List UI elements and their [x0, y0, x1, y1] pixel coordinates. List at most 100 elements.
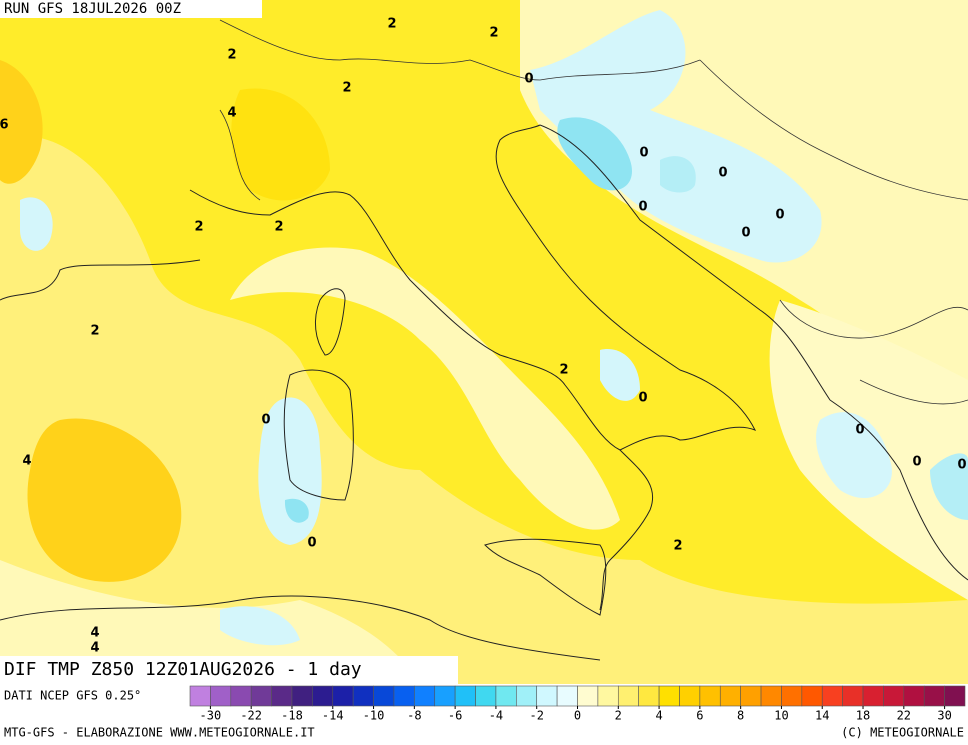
contour-label: 0 [957, 458, 966, 473]
colorbar-label: -18 [281, 709, 303, 723]
header-box [0, 0, 262, 18]
colorbar-swatch [903, 685, 925, 707]
colorbar-swatch [699, 685, 721, 707]
contour-label: 0 [741, 226, 750, 241]
colorbar-label: 6 [696, 709, 703, 723]
coastline [0, 124, 968, 581]
colorbar-swatch [740, 685, 762, 707]
contour-label: 4 [90, 626, 99, 641]
contour-label: 2 [342, 81, 351, 96]
colorbar-label: -22 [240, 709, 262, 723]
contour-label: 2 [194, 220, 203, 235]
colorbar-label: 14 [815, 709, 829, 723]
contour-label: 4 [90, 641, 99, 656]
colorbar-label: 8 [737, 709, 744, 723]
colorbar-swatch [332, 685, 354, 707]
contour-label: 0 [639, 146, 648, 161]
contour-label: 2 [90, 324, 99, 339]
colorbar-swatch [495, 685, 517, 707]
contour-label: 6 [0, 118, 9, 133]
coastline [189, 124, 757, 611]
title-box [0, 656, 458, 684]
colorbar-label: 2 [615, 709, 622, 723]
colorbar-swatch [210, 685, 232, 707]
colorbar-label: -6 [448, 709, 462, 723]
colorbar-swatch [842, 685, 864, 707]
contour-label: 4 [22, 454, 31, 469]
coastline-sicily [484, 538, 607, 616]
map-title: DIF TMP Z850 12Z01AUG2026 - 1 day [4, 659, 362, 680]
colorbar-swatch [516, 685, 538, 707]
colorbar-swatch [862, 685, 884, 707]
colorbar-swatch [597, 685, 619, 707]
zone-cold [284, 498, 309, 523]
colorbar-swatch [638, 685, 660, 707]
colorbar-swatch [760, 685, 782, 707]
footer-left: MTG-GFS - ELABORAZIONE WWW.METEOGIORNALE… [4, 726, 315, 740]
colorbar-swatch [434, 685, 456, 707]
colorbar-label: -8 [407, 709, 421, 723]
colorbar-swatch [923, 685, 945, 707]
colorbar-label: 22 [897, 709, 911, 723]
zone-cold [660, 156, 696, 193]
colorbar-swatch [883, 685, 905, 707]
contour-label: 0 [912, 455, 921, 470]
contour-label: 2 [673, 539, 682, 554]
source-label: DATI NCEP GFS 0.25° [4, 689, 141, 703]
contour-label: 2 [489, 26, 498, 41]
contour-label: 4 [227, 106, 236, 121]
colorbar-swatch [801, 685, 823, 707]
colorbar-swatch [781, 685, 803, 707]
zone-cool [600, 349, 640, 401]
contour-label: 2 [274, 220, 283, 235]
run-label: RUN GFS 18JUL2026 00Z [4, 1, 181, 17]
contour-label: 2 [559, 363, 568, 378]
zone-warm [27, 418, 182, 582]
colorbar-label: 18 [856, 709, 870, 723]
colorbar-swatch [536, 685, 558, 707]
contour-label: 0 [261, 413, 270, 428]
colorbar-label: -30 [200, 709, 222, 723]
contour-label: 2 [227, 48, 236, 63]
colorbar-label: -10 [363, 709, 385, 723]
colorbar-swatch [352, 685, 374, 707]
colorbar-label: -4 [489, 709, 503, 723]
zone-pale [0, 560, 420, 684]
colorbar-swatch [230, 685, 252, 707]
zone-pale [230, 247, 620, 530]
colorbar-swatch [475, 685, 497, 707]
colorbar-swatch [373, 685, 395, 707]
colorbar-swatch [577, 685, 599, 707]
coastline-sardinia [283, 369, 354, 501]
colorbar-label: -14 [322, 709, 344, 723]
contour-label: 2 [387, 17, 396, 32]
colorbar-swatch [944, 685, 966, 707]
zone-cool [816, 412, 892, 499]
contour-label: 0 [638, 200, 647, 215]
colorbar-swatch [556, 685, 578, 707]
zone-cool [20, 197, 53, 251]
colorbar-label: 4 [655, 709, 662, 723]
colorbar-swatch [271, 685, 293, 707]
colorbar-swatch [658, 685, 680, 707]
colorbar-label: 10 [774, 709, 788, 723]
colorbar-label: 0 [574, 709, 581, 723]
colorbar-swatch [617, 685, 639, 707]
zone-cool [220, 606, 300, 646]
colorbar-label: -2 [529, 709, 543, 723]
colorbar-swatch [454, 685, 476, 707]
colorbar-swatch [679, 685, 701, 707]
coastline-corsica [314, 288, 346, 356]
contour-label: 0 [638, 391, 647, 406]
coastline-africa [0, 595, 601, 661]
zone-warm [0, 60, 43, 184]
contour-label: 0 [307, 536, 316, 551]
contour-label: 0 [524, 72, 533, 87]
colorbar-swatch [821, 685, 843, 707]
zone-warm [231, 88, 330, 201]
border [219, 19, 968, 405]
zone-pale [0, 136, 968, 684]
contour-label: 0 [718, 166, 727, 181]
